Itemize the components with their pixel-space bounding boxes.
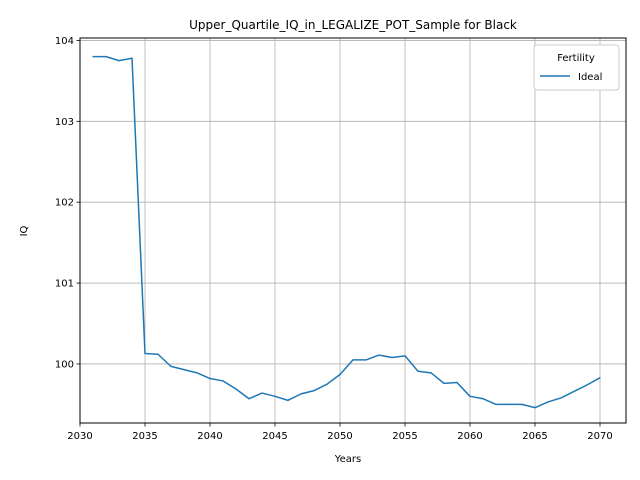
data-point (339, 373, 341, 376)
data-point (495, 403, 497, 405)
data-point (118, 60, 120, 62)
y-tick-label: 103 (55, 117, 74, 128)
legend: Fertility Ideal (533, 44, 620, 91)
y-axis-label: IQ (19, 225, 30, 236)
data-point (105, 56, 107, 58)
data-point (352, 359, 354, 361)
x-tick-label: 2045 (262, 431, 287, 442)
data-point (326, 383, 328, 385)
chart-title: Upper_Quartile_IQ_in_LEGALIZE_POT_Sample… (189, 18, 517, 32)
data-point (521, 403, 523, 405)
data-point (313, 390, 315, 392)
data-point (274, 395, 276, 397)
data-point (157, 353, 159, 355)
ticks: 2030 2035 2040 2045 2050 2055 2060 2065 2070 100 1… (55, 36, 613, 442)
data-point (365, 359, 367, 361)
x-tick-label: 2035 (132, 431, 157, 442)
x-tick-label: 2040 (197, 431, 222, 442)
data-point (235, 388, 237, 390)
data-point (183, 369, 185, 371)
data-point (248, 398, 250, 400)
data-point (222, 380, 224, 382)
grid (79, 38, 626, 423)
y-tick-label: 102 (55, 198, 74, 209)
data-point (430, 372, 432, 374)
y-tick-label: 101 (55, 279, 74, 290)
data-point (378, 354, 380, 356)
data-point (573, 390, 575, 393)
data-point (456, 381, 458, 384)
x-tick-label: 2030 (67, 431, 92, 442)
legend-entry-label: Ideal (578, 72, 602, 83)
x-tick-label: 2060 (457, 431, 482, 442)
data-point (534, 407, 536, 409)
data-point (300, 393, 302, 395)
data-point (92, 56, 94, 58)
legend-box (533, 44, 620, 91)
data-point (261, 392, 263, 394)
data-point (287, 399, 289, 401)
data-point (469, 395, 471, 397)
x-tick-label: 2055 (392, 431, 417, 442)
data-point (482, 398, 484, 400)
y-tick-label: 104 (55, 36, 74, 47)
legend-title: Fertility (557, 53, 595, 64)
x-tick-label: 2050 (327, 431, 352, 442)
data-point (391, 356, 393, 359)
data-point (404, 355, 406, 357)
data-point (508, 403, 510, 405)
data-point (196, 372, 198, 374)
data-point (144, 352, 146, 355)
data-point (560, 397, 562, 399)
series-line-ideal (93, 55, 601, 409)
axes-frame (79, 37, 627, 424)
data-point (417, 370, 419, 372)
data-point (170, 365, 172, 367)
plot-area (92, 55, 601, 409)
y-tick-label: 100 (55, 359, 74, 370)
data-point (586, 384, 588, 386)
x-axis-label: Years (334, 454, 361, 465)
data-point (547, 401, 549, 403)
x-tick-label: 2070 (587, 431, 612, 442)
data-point (209, 377, 211, 380)
data-point (443, 382, 445, 384)
data-point (599, 377, 601, 379)
data-point (131, 57, 133, 59)
x-tick-label: 2065 (522, 431, 547, 442)
